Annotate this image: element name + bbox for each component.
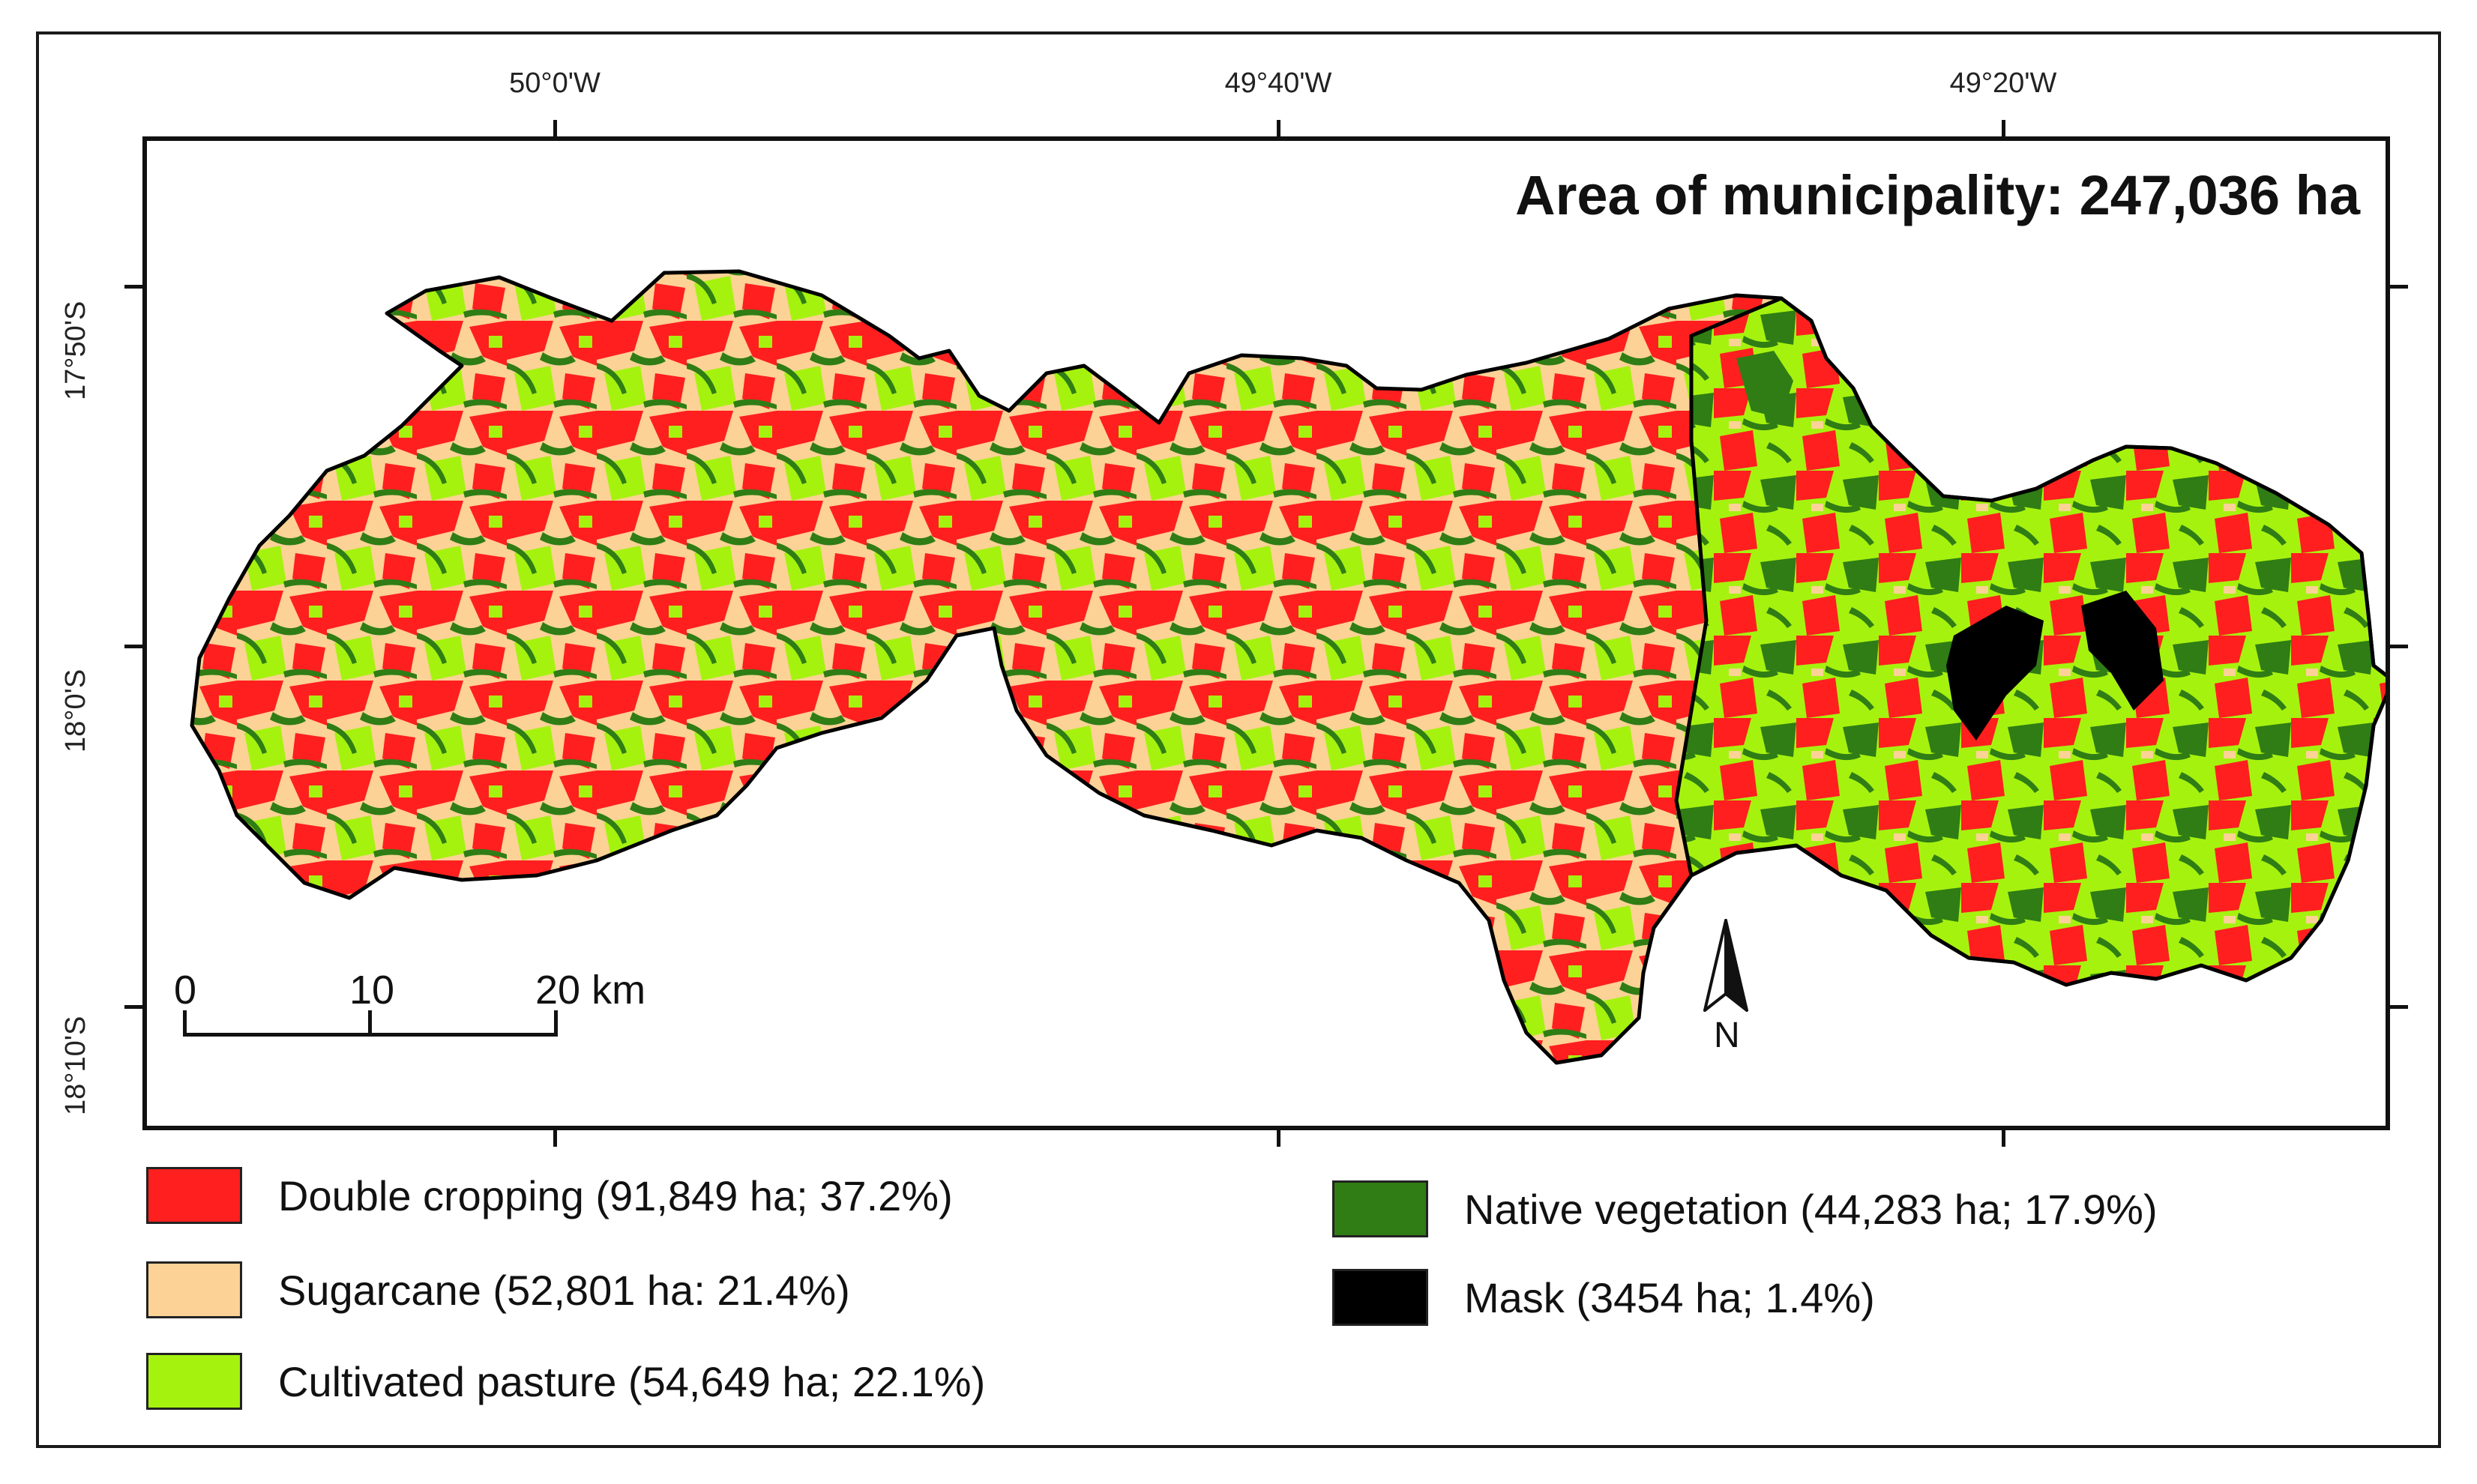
latitude-label-18-10s: 18°10'S [60,1016,91,1115]
tick-right-18-0s [2389,645,2408,648]
tick-left-17-50s [124,285,144,289]
latitude-label-18-0s: 18°0'S [60,669,91,752]
tick-bottom-50w [553,1127,557,1147]
legend-swatch-double-cropping [146,1167,242,1224]
tick-top-49-40w [1277,120,1280,139]
tick-top-49-20w [2002,120,2005,139]
legend-label-sugarcane: Sugarcane (52,801 ha: 21.4%) [278,1266,850,1314]
tick-left-18-0s [124,645,144,648]
tick-bottom-49-40w [1277,1127,1280,1147]
legend-label-mask: Mask (3454 ha; 1.4%) [1464,1273,1875,1321]
legend-item-sugarcane: Sugarcane (52,801 ha: 21.4%) [146,1261,850,1318]
mask-area-2 [2081,591,2164,711]
tick-right-18-10s [2389,1005,2408,1009]
north-arrow-icon [1703,919,1748,1012]
tick-left-18-10s [124,1005,144,1009]
legend-label-double-cropping: Double cropping (91,849 ha; 37.2%) [278,1171,953,1219]
native-vegetation-patch [1736,351,1793,418]
legend-item-mask: Mask (3454 ha; 1.4%) [1332,1269,1875,1326]
legend-item-native-vegetation: Native vegetation (44,283 ha; 17.9%) [1332,1180,2158,1237]
legend: Double cropping (91,849 ha; 37.2%) Sugar… [146,1158,2388,1435]
figure-frame [36,31,2441,1448]
north-label: N [1714,1016,1740,1055]
legend-label-cultivated-pasture: Cultivated pasture (54,649 ha; 22.1%) [278,1357,986,1405]
scale-bar [183,1010,558,1037]
land-use-map [183,269,2386,1065]
scale-label-10: 10 [349,968,395,1013]
legend-swatch-cultivated-pasture [146,1353,242,1410]
tick-bottom-49-20w [2002,1127,2005,1147]
legend-swatch-mask [1332,1269,1428,1326]
mask-area-1 [1946,606,2044,741]
scale-label-20km: 20 km [535,968,646,1013]
tick-right-17-50s [2389,285,2408,289]
area-title: Area of municipality: 247,036 ha [1515,164,2360,226]
tick-top-50w [553,120,557,139]
legend-swatch-native-vegetation [1332,1180,1428,1237]
legend-item-cultivated-pasture: Cultivated pasture (54,649 ha; 22.1%) [146,1353,985,1410]
latitude-label-17-50s: 17°50'S [60,301,91,400]
legend-swatch-sugarcane [146,1261,242,1318]
longitude-label-50w: 50°0'W [509,67,601,99]
scale-label-0: 0 [174,968,197,1013]
longitude-label-49-40w: 49°40'W [1224,67,1332,99]
legend-label-native-vegetation: Native vegetation (44,283 ha; 17.9%) [1464,1185,2158,1233]
map-panel: Area of municipality: 247,036 ha 0 10 20… [142,136,2390,1130]
legend-item-double-cropping: Double cropping (91,849 ha; 37.2%) [146,1167,953,1224]
longitude-label-49-20w: 49°20'W [1949,67,2057,99]
